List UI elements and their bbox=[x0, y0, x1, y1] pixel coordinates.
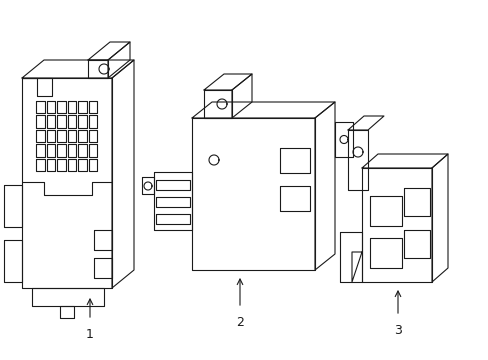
Text: 1: 1 bbox=[86, 328, 94, 341]
Text: 3: 3 bbox=[393, 324, 401, 337]
Text: 2: 2 bbox=[236, 316, 244, 329]
